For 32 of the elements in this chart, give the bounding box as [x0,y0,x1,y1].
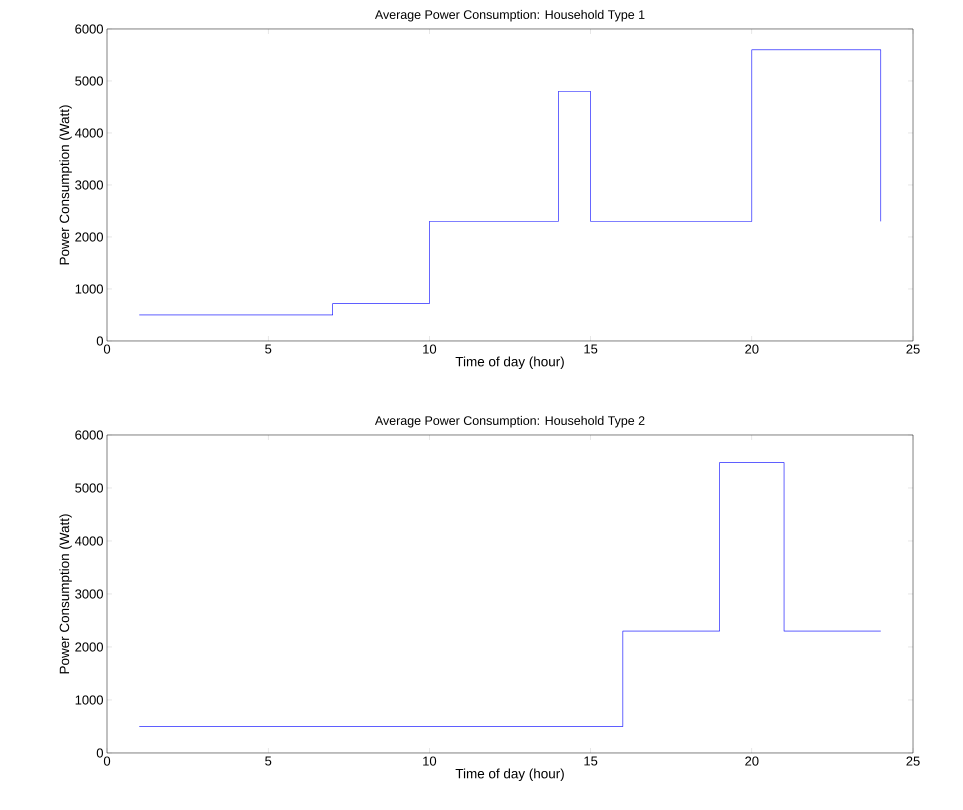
x-tick-label: 0 [104,344,110,354]
y-tick-label: 4000 [74,536,103,546]
x-tick-label: 20 [745,756,759,766]
x-tick-label: 25 [906,344,920,354]
y-tick-label: 1000 [76,284,103,294]
y-tick-label: 3000 [75,589,103,599]
y-tick-label: 2000 [75,232,103,242]
y-axis-title: Power Consumption (Watt) [59,514,72,674]
x-tick-label: 25 [906,756,920,766]
chart-title: Average Power Consumption: Household Type 2 [374,416,644,428]
y-tick-label: 5000 [75,76,103,86]
y-tick-label: 0 [96,748,103,758]
y-tick-label: 6000 [75,430,103,440]
y-tick-label: 0 [96,336,103,346]
x-tick-label: 5 [265,344,272,354]
chart-title: Average Power Consumption: Household Type 1 [374,10,644,22]
y-axis-title: Power Consumption (Watt) [59,105,72,264]
y-tick-label: 3000 [75,180,103,190]
y-tick-label: 6000 [75,24,103,34]
y-tick-label: 1000 [76,695,103,705]
x-tick-label: 20 [745,344,759,354]
x-tick-label: 10 [423,756,436,766]
x-tick-label: 0 [104,756,110,766]
y-tick-label: 5000 [75,483,103,493]
x-tick-label: 10 [423,344,436,354]
x-axis-title: Time of day (hour) [456,356,564,370]
x-tick-label: 5 [265,756,272,766]
y-tick-label: 4000 [74,128,103,138]
x-axis-title: Time of day (hour) [456,768,564,782]
x-tick-label: 15 [584,344,598,354]
x-tick-label: 15 [584,756,598,766]
y-tick-label: 2000 [75,642,103,652]
